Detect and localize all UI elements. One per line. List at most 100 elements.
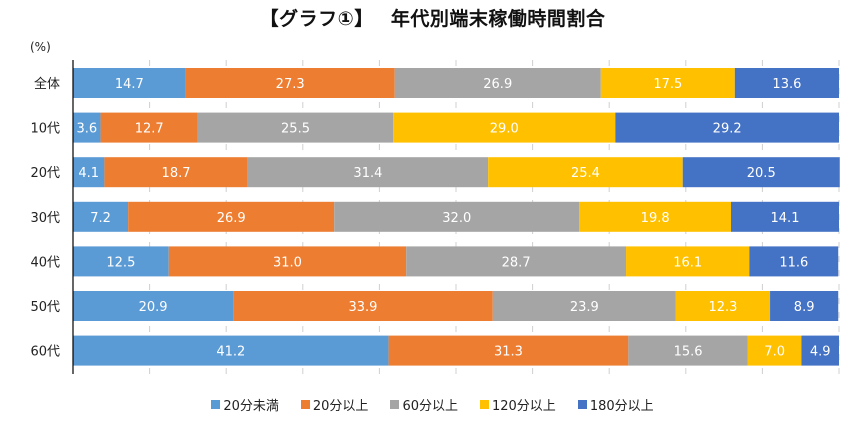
data-label: 33.9 [348,300,377,315]
legend-item: 20分以上 [300,395,369,414]
bar-row-2: 4.1 18.7 31.4 25.4 20.5 [73,157,840,188]
legend-swatch [577,400,587,409]
data-label: 17.5 [653,77,682,92]
legend-label: 180分以上 [589,399,654,414]
data-label: 25.5 [281,122,310,137]
bar-segment [73,335,389,366]
bar-segment [388,335,629,366]
data-label: 16.1 [673,255,702,270]
legend-label: 20分以上 [312,399,369,414]
data-label: 26.9 [483,77,512,92]
bar-segment [334,201,580,232]
bar-row-6: 41.2 31.3 15.6 7.0 4.9 [73,335,839,366]
data-label: 14.1 [771,211,800,226]
bar-segment [247,157,489,188]
legend-label: 20分未満 [223,399,279,414]
bar-segment [73,201,129,232]
data-label: 11.6 [779,255,808,270]
bar-row-0: 14.7 27.3 26.9 17.5 13.6 [73,68,839,98]
category-label: 50代 [30,300,60,315]
bar-segment [734,68,839,98]
data-label: 29.0 [490,122,519,137]
bar-segment [104,157,248,188]
legend-swatch [390,400,400,409]
bar-segment [770,291,839,321]
data-label: 8.9 [794,300,815,315]
category-label: 30代 [30,211,60,226]
legend-label: 60分以上 [402,399,458,414]
data-label: 28.7 [502,255,531,270]
bar-segment [73,68,186,98]
data-label: 4.1 [78,166,99,181]
category-label: 20代 [30,166,60,181]
bar-segment [185,68,395,98]
legend-label: 120分以上 [491,399,556,414]
bar-segment [394,68,601,98]
data-label: 32.0 [442,211,471,226]
bar-row-3: 7.2 26.9 32.0 19.8 14.1 [73,201,839,232]
bar-segment [233,291,493,321]
bar-segment [801,335,839,366]
data-label: 20.5 [747,166,776,181]
category-label: 40代 [30,255,60,270]
data-label: 3.6 [76,122,97,137]
data-label: 15.6 [674,345,703,360]
bar-row-4: 12.5 31.0 28.7 16.1 11.6 [73,246,839,277]
data-label: 7.0 [764,345,785,360]
bar-segment [73,157,105,188]
data-label: 31.0 [273,255,302,270]
legend-swatch [211,400,221,409]
bar-row-5: 20.9 33.9 23.9 12.3 8.9 [73,291,839,321]
data-label: 4.9 [810,345,831,360]
data-label: 23.9 [570,300,599,315]
data-label: 13.6 [772,77,801,92]
legend-item: 120分以上 [479,395,556,414]
bar-segment [730,201,839,232]
bar-segment [393,112,616,143]
category-labels: 全体 10代 20代 30代 40代 50代 60代 [30,76,60,360]
data-label: 20.9 [139,300,168,315]
chart-title: 【グラフ①】 年代別端末稼働時間割合 [259,8,606,30]
legend-item: 20分未満 [211,395,279,414]
category-label: 10代 [30,122,60,137]
bar-segment [73,246,169,277]
legend: 20分未満 20分以上 60分以上 120分以上 180分以上 [0,395,865,414]
data-label: 18.7 [162,166,191,181]
bar-segment [579,201,731,232]
data-label: 19.8 [641,211,670,226]
legend-swatch [479,400,489,409]
bar-segment [406,246,627,277]
data-label: 14.7 [115,77,144,92]
unit-label: (%) [30,40,51,54]
bar-segment [600,68,735,98]
legend-swatch [300,400,310,409]
bar-segment [168,246,407,277]
bar-segment [675,291,771,321]
data-label: 27.3 [276,77,305,92]
bar-segment [747,335,802,366]
bar-segment [682,157,840,188]
legend-item: 60分以上 [390,395,458,414]
data-label: 12.7 [135,122,164,137]
bar-segment [628,335,748,366]
data-label: 31.4 [353,166,382,181]
data-label: 12.5 [106,255,135,270]
data-label: 31.3 [494,345,523,360]
bar-row-1: 3.6 12.7 25.5 29.0 29.2 [73,112,839,143]
data-label: 29.2 [713,122,742,137]
data-label: 41.2 [216,345,245,360]
bar-segment [128,201,335,232]
data-label: 26.9 [217,211,246,226]
bar-segment [488,157,683,188]
legend-item: 180分以上 [577,395,654,414]
data-label: 12.3 [708,300,737,315]
bars-group: 14.7 27.3 26.9 17.5 13.6 3.6 12.7 25.5 29.0 29.2 4… [73,68,840,366]
bar-segment [73,112,101,143]
bar-segment [749,246,839,277]
data-label: 7.2 [90,211,111,226]
bar-segment [626,246,750,277]
bar-segment [197,112,394,143]
bar-segment [615,112,839,143]
category-label: 全体 [34,76,60,92]
